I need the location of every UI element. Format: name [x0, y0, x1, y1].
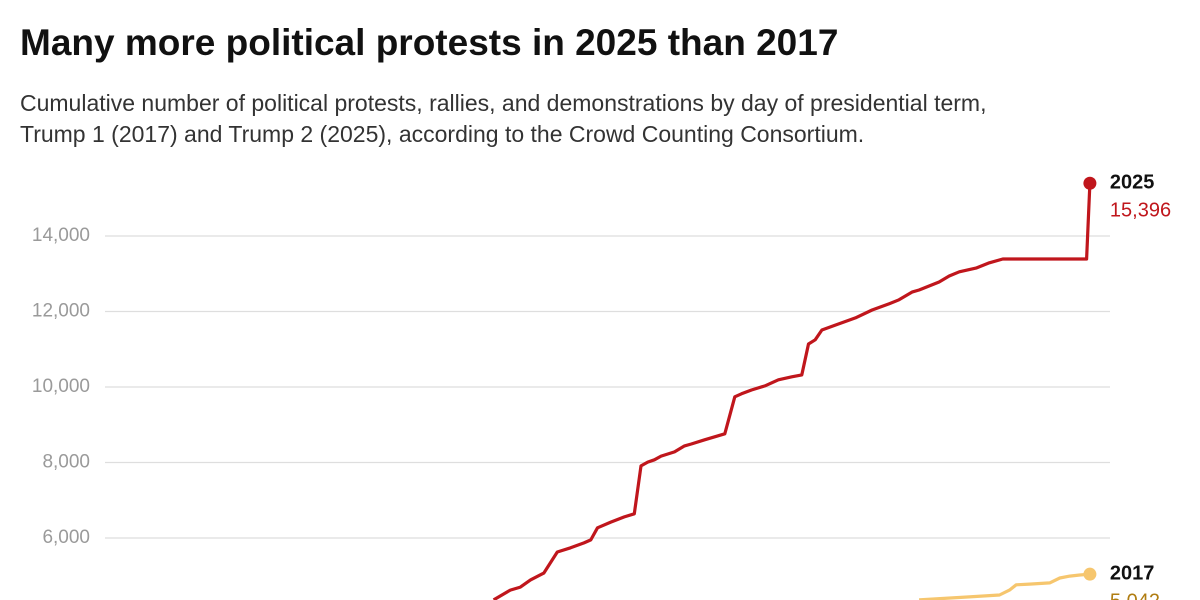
chart-subtitle: Trump 1 (2017) and Trump 2 (2025), accor…	[20, 121, 864, 147]
end-value-label: 5,042	[1110, 590, 1160, 600]
labels: 2025 15,396 2017 5,042	[1110, 172, 1171, 600]
y-tick-label: 10,000	[32, 376, 90, 397]
plot-area	[492, 176, 1097, 600]
end-dot	[1083, 176, 1097, 190]
end-dot	[1083, 567, 1097, 581]
y-tick-label: 12,000	[32, 300, 90, 321]
y-tick-label: 6,000	[42, 527, 90, 548]
chart-subtitle: Cumulative number of political protests,…	[20, 90, 986, 116]
end-value-label: 15,396	[1110, 200, 1171, 222]
grid: 6,000 8,000 10,000 12,000 14,000	[32, 225, 1110, 548]
series-name-label: 2017	[1110, 562, 1155, 584]
y-tick-label: 14,000	[32, 225, 90, 246]
series-line	[492, 183, 1092, 600]
chart-title: Many more political protests in 2025 tha…	[20, 22, 838, 63]
y-tick-label: 8,000	[42, 452, 90, 473]
series-name-label: 2025	[1110, 172, 1155, 194]
series-line	[919, 572, 1091, 600]
